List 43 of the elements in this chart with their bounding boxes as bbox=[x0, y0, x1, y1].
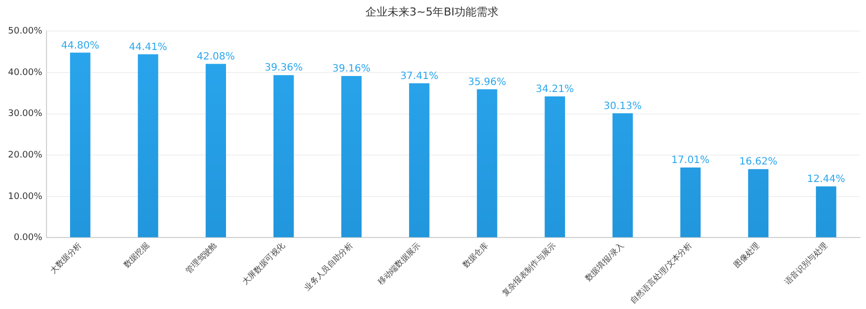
data-label: 39.16% bbox=[332, 64, 371, 75]
y-tick-label: 40.00% bbox=[8, 68, 43, 78]
x-tick-label: 图像处理 bbox=[732, 240, 762, 270]
bar bbox=[680, 167, 701, 238]
data-label: 17.01% bbox=[671, 155, 710, 166]
x-tick-label: 复杂报表制作与展示 bbox=[500, 240, 558, 298]
x-tick-label: 大屏数据可视化 bbox=[240, 240, 287, 287]
data-label: 44.41% bbox=[128, 42, 168, 53]
data-label: 37.41% bbox=[400, 70, 438, 82]
data-label: 30.13% bbox=[604, 100, 642, 112]
x-tick-label: 语音识别与处理 bbox=[783, 240, 829, 287]
x-tick-label: 自然语言处理/文本分析 bbox=[628, 240, 694, 306]
bar bbox=[138, 54, 158, 238]
x-tick-label: 业务人员自助分析 bbox=[302, 240, 354, 292]
data-label: 16.62% bbox=[739, 156, 778, 168]
data-label: 42.08% bbox=[196, 52, 235, 63]
x-tick-label: 数据填报/录入 bbox=[583, 240, 626, 283]
data-label: 12.44% bbox=[807, 174, 846, 185]
bar bbox=[748, 169, 768, 238]
x-tick-label: 大数据分析 bbox=[48, 240, 84, 276]
bar bbox=[612, 113, 633, 238]
x-tick-label: 数据挖掘 bbox=[122, 240, 151, 270]
bar bbox=[273, 75, 294, 238]
x-tick-label: 管理驾驶舱 bbox=[184, 240, 219, 276]
data-label: 39.36% bbox=[264, 62, 303, 74]
bar bbox=[206, 64, 226, 238]
y-tick-label: 20.00% bbox=[8, 150, 43, 160]
y-tick-label: 50.00% bbox=[8, 26, 43, 37]
y-tick-label: 10.00% bbox=[8, 192, 43, 202]
bar bbox=[70, 52, 90, 238]
data-label: 35.96% bbox=[468, 76, 506, 88]
bar bbox=[409, 83, 430, 238]
x-tick-label: 数据仓库 bbox=[460, 240, 490, 270]
data-label: 44.80% bbox=[61, 40, 100, 52]
bar bbox=[341, 76, 362, 238]
y-tick-label: 0.00% bbox=[14, 233, 43, 244]
data-label: 34.21% bbox=[536, 84, 574, 96]
y-tick-label: 30.00% bbox=[8, 109, 43, 120]
bar bbox=[816, 186, 836, 238]
bar bbox=[544, 96, 566, 238]
bar bbox=[476, 89, 498, 238]
x-tick-label: 移动端数据展示 bbox=[376, 240, 422, 287]
chart-title: 企业未来3~5年BI功能需求 bbox=[365, 5, 499, 18]
